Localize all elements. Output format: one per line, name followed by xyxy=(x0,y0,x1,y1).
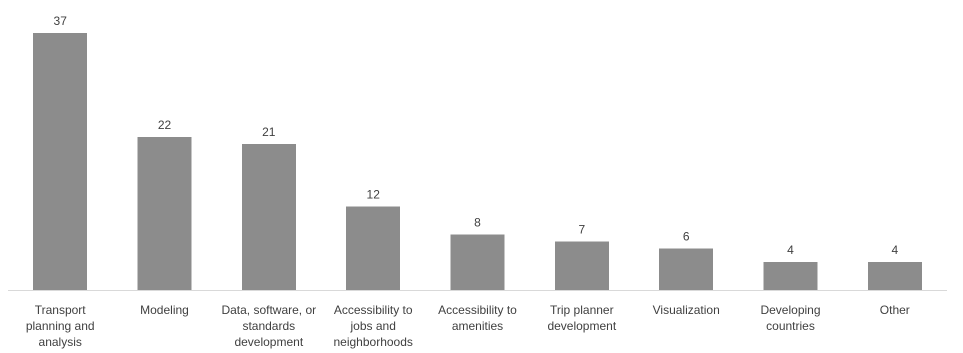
bar xyxy=(450,234,505,290)
bar xyxy=(867,262,922,290)
category-label: Transport xyxy=(35,303,87,317)
category-label: development xyxy=(234,335,303,349)
value-labels-group: 37 22 21 12 8 7 6 4 4 xyxy=(54,14,899,257)
bar xyxy=(346,206,401,290)
bar xyxy=(659,248,714,290)
category-label: amenities xyxy=(452,319,503,333)
bars-group xyxy=(33,33,922,290)
value-label: 8 xyxy=(474,215,481,229)
bar xyxy=(763,262,818,290)
category-label: planning and xyxy=(26,319,95,333)
value-label: 22 xyxy=(158,118,172,132)
value-label: 21 xyxy=(262,125,276,139)
value-label: 7 xyxy=(578,222,585,236)
bar xyxy=(554,241,609,290)
category-label: Developing xyxy=(760,303,820,317)
value-label: 4 xyxy=(891,243,898,257)
category-label: Other xyxy=(880,303,910,317)
category-labels-group: Transport planning and analysis Modeling Dat… xyxy=(26,303,910,349)
bar xyxy=(33,33,88,290)
bar xyxy=(137,137,192,290)
category-label: Accessibility to xyxy=(334,303,413,317)
value-label: 37 xyxy=(54,14,68,28)
category-label: development xyxy=(547,319,616,333)
bar xyxy=(241,144,296,290)
category-label: neighborhoods xyxy=(333,335,412,349)
value-label: 6 xyxy=(683,229,690,243)
value-label: 4 xyxy=(787,243,794,257)
category-label: Data, software, or xyxy=(221,303,316,317)
category-label: jobs and xyxy=(350,319,396,333)
category-label: Modeling xyxy=(140,303,189,317)
category-label: countries xyxy=(766,319,815,333)
category-label: Trip planner xyxy=(550,303,614,317)
value-label: 12 xyxy=(367,188,381,202)
category-label: standards xyxy=(242,319,295,333)
category-label: Accessibility to xyxy=(438,303,517,317)
category-label: analysis xyxy=(39,335,82,349)
category-label: Visualization xyxy=(653,303,720,317)
